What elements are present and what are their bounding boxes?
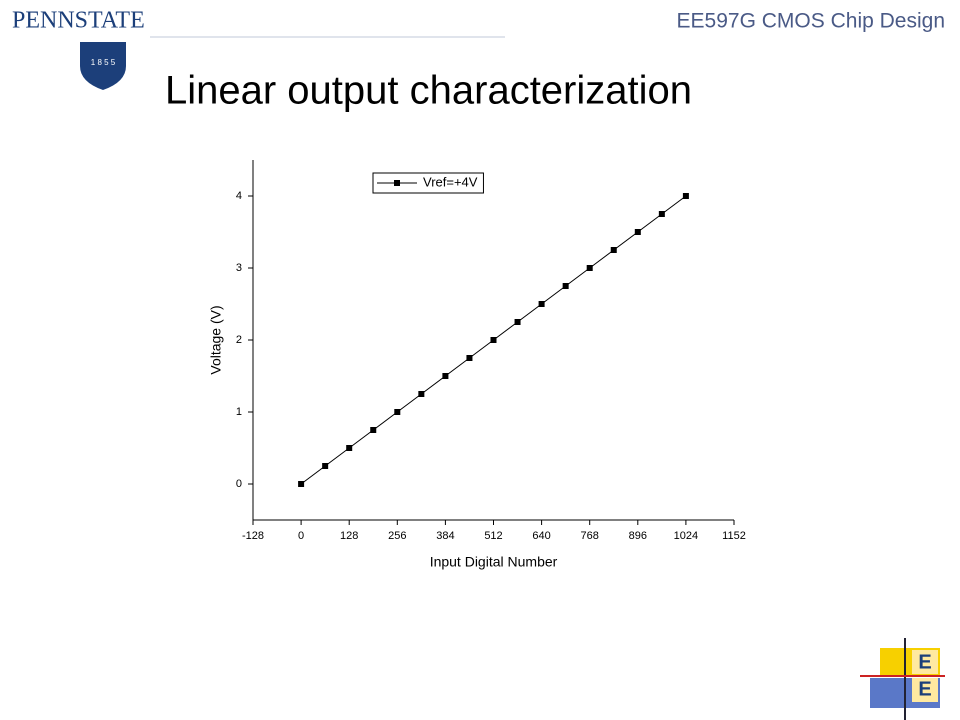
legend-marker bbox=[394, 180, 400, 186]
y-tick-label: 1 bbox=[236, 406, 242, 418]
data-point bbox=[370, 427, 377, 433]
data-point bbox=[514, 319, 521, 325]
logo-block bbox=[912, 678, 938, 702]
logo-letter: E bbox=[918, 678, 931, 700]
data-point bbox=[418, 391, 425, 397]
data-point bbox=[466, 355, 473, 361]
legend: Vref=+4V bbox=[372, 172, 484, 194]
x-tick-label: 768 bbox=[581, 530, 599, 542]
x-tick-label: 0 bbox=[298, 530, 304, 542]
data-point bbox=[562, 283, 569, 289]
data-point bbox=[682, 193, 689, 199]
y-tick-label: 2 bbox=[236, 334, 242, 346]
x-tick-label: 896 bbox=[629, 530, 647, 542]
chart: 0 1 2 3 4 -128 0 128 256 384 512 640 768 896 1024 1152 I… bbox=[208, 160, 746, 570]
data-point bbox=[658, 211, 665, 217]
data-point bbox=[298, 481, 305, 487]
x-tick-label: 512 bbox=[484, 530, 502, 542]
data-point bbox=[394, 409, 401, 415]
data-point bbox=[490, 337, 497, 343]
data-point bbox=[346, 445, 353, 451]
y-tick-label: 0 bbox=[236, 478, 242, 490]
slide-title: Linear output characterization bbox=[165, 69, 692, 113]
x-axis-label: Input Digital Number bbox=[430, 554, 558, 570]
y-axis-label: Voltage (V) bbox=[208, 305, 224, 374]
data-point bbox=[610, 247, 617, 253]
data-point bbox=[634, 229, 641, 235]
data-point bbox=[586, 265, 593, 271]
legend-label: Vref=+4V bbox=[423, 174, 478, 189]
x-tick-label: 256 bbox=[388, 530, 406, 542]
logo-letter: E bbox=[918, 651, 931, 673]
x-tick-label: 128 bbox=[340, 530, 358, 542]
data-point bbox=[442, 373, 449, 379]
y-tick-label: 4 bbox=[236, 190, 242, 202]
data-point bbox=[538, 301, 545, 307]
logo-year: 1 8 5 5 bbox=[91, 58, 116, 67]
x-tick-label: 640 bbox=[532, 530, 550, 542]
corner-logo: E E bbox=[860, 638, 945, 720]
logo-block bbox=[912, 650, 938, 674]
logo-shield bbox=[80, 42, 126, 90]
course-title: EE597G CMOS Chip Design bbox=[677, 10, 945, 33]
x-tick-label: 1152 bbox=[722, 530, 746, 542]
x-tick-label: 1024 bbox=[674, 530, 698, 542]
logo-name: PENNSTATE bbox=[12, 8, 145, 34]
y-tick-label: 3 bbox=[236, 262, 242, 274]
data-point bbox=[322, 463, 329, 469]
x-tick-label: 384 bbox=[436, 530, 454, 542]
legend-box bbox=[372, 172, 484, 194]
x-tick-label: -128 bbox=[242, 530, 264, 542]
